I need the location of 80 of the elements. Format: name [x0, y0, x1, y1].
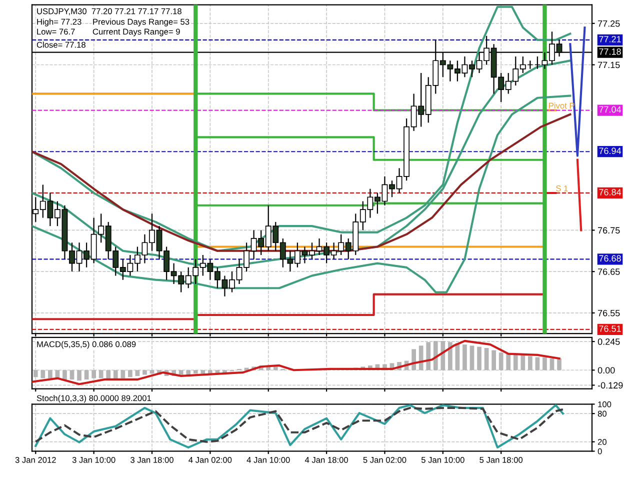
bar	[84, 370, 89, 380]
line-series	[34, 406, 564, 443]
y-tick-label: 76.65	[598, 268, 620, 275]
x-tick-label: 3 Jan 18:00	[130, 456, 174, 463]
bar	[477, 346, 482, 370]
bar	[433, 340, 438, 370]
bar	[520, 354, 526, 370]
bar	[448, 342, 452, 370]
x-tick-label: 5 Jan 18:00	[480, 456, 523, 463]
ref-line-label: 77.18	[599, 48, 621, 55]
y-tick-label: 0	[598, 448, 602, 454]
bar	[484, 348, 489, 370]
bar	[200, 370, 206, 374]
y-tick-label: 76.75	[598, 227, 620, 234]
bar	[513, 354, 518, 370]
candlestick	[534, 56, 540, 70]
chart-title: Stoch(10,3,3) 80.0000 89.2001	[36, 394, 151, 403]
y-tick-label: 80	[598, 410, 606, 417]
x-tick-label: 4 Jan 02:00	[188, 456, 232, 463]
x-tick-label: 5 Jan 10:00	[421, 456, 464, 463]
bar	[92, 370, 96, 378]
bar	[77, 370, 82, 381]
bar	[120, 370, 126, 378]
bar	[208, 370, 212, 374]
bar	[462, 344, 467, 370]
bar	[506, 354, 511, 370]
x-tick-label: 3 Jan 2012	[15, 456, 56, 463]
bar	[193, 370, 198, 374]
bar	[412, 349, 416, 370]
chart-title: USDJPY,M30 77.20 77.21 77.17 77.18	[37, 8, 182, 16]
x-tick-label: 5 Jan 02:00	[363, 456, 406, 463]
y-tick-label: 77.25	[598, 20, 620, 27]
bar	[48, 370, 52, 378]
annotation: S 1	[556, 185, 568, 192]
y-tick-label: -0.129	[598, 382, 623, 389]
ref-line-label: 77.21	[599, 36, 621, 42]
bar	[40, 370, 46, 378]
line-series	[32, 94, 572, 294]
line-series	[32, 340, 560, 386]
bar	[418, 346, 424, 370]
bar	[135, 370, 140, 376]
ref-line-label: 76.94	[599, 148, 622, 154]
ref-line-label: 76.51	[599, 325, 621, 332]
annotation: Current Days Range= 9	[92, 28, 180, 36]
bar	[498, 352, 504, 370]
x-tick-label: 4 Jan 18:00	[304, 456, 348, 463]
bar	[470, 346, 474, 370]
bar	[128, 370, 132, 378]
bar	[98, 370, 104, 378]
bar	[542, 357, 547, 370]
y-tick-label: 100	[598, 401, 612, 408]
x-tick-label: 3 Jan 10:00	[72, 456, 116, 463]
bar	[550, 358, 554, 370]
y-tick-label: 20	[598, 438, 606, 445]
bar	[178, 370, 184, 375]
line-series	[34, 404, 564, 448]
x-tick-label: 4 Jan 10:00	[246, 456, 290, 463]
y-tick-label: 0.245	[598, 338, 620, 345]
y-tick-label: 0.00	[598, 367, 615, 374]
bar	[440, 340, 446, 370]
y-tick-label: 76.55	[598, 310, 620, 316]
annotation: Low= 76.7	[37, 28, 75, 35]
bar	[528, 356, 532, 370]
y-tick-label: 77.15	[598, 62, 620, 68]
bar	[142, 370, 147, 375]
bar	[273, 366, 278, 370]
bar	[150, 370, 154, 374]
bar	[492, 350, 496, 370]
bar	[426, 342, 431, 370]
bar	[62, 370, 67, 380]
annotation: Previous Days Range= 53	[93, 18, 190, 26]
annotation: Close= 77.18	[36, 42, 86, 48]
ref-line-label: 76.68	[599, 255, 621, 262]
chart-title: MACD(5,35,5) 0.086 0.089	[37, 341, 136, 349]
ref-line-label: 76.84	[599, 189, 622, 196]
bar	[70, 370, 74, 380]
ref-line-label: 77.04	[599, 106, 622, 113]
bar	[33, 370, 38, 378]
annotation: High= 77.23	[37, 18, 82, 26]
bar	[557, 358, 562, 370]
